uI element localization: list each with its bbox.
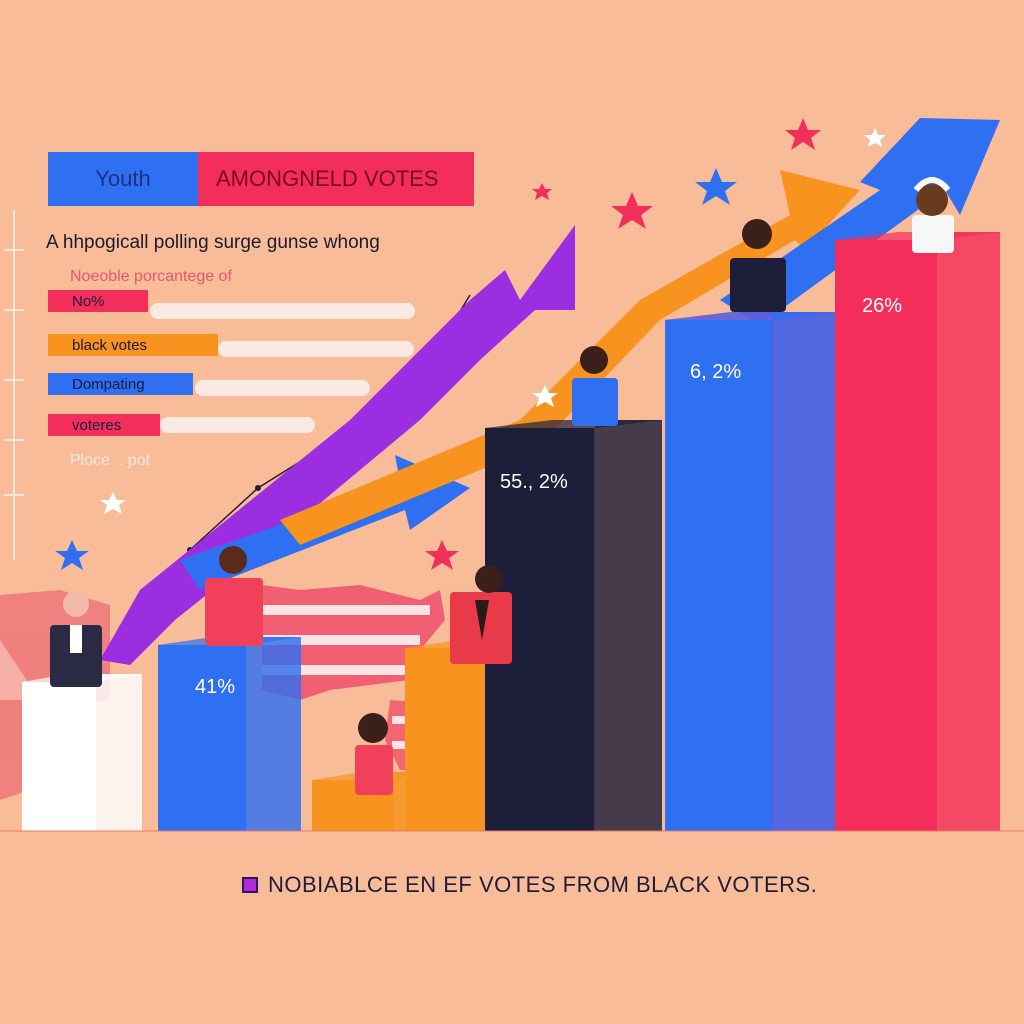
legend-item-2-label: black votes xyxy=(48,334,218,356)
bar-1 xyxy=(22,682,97,831)
legend-track-1 xyxy=(150,303,415,319)
person-figure-2 xyxy=(205,546,263,646)
legend-track-2 xyxy=(218,341,414,357)
bar-2-side xyxy=(246,637,301,831)
arrow-orange xyxy=(280,170,860,545)
bar-4 xyxy=(405,648,492,831)
person-figure-6 xyxy=(730,219,786,312)
footnote-text: NOBIABLCE EN EF VOTES FROM BLACK VOTERS. xyxy=(268,872,818,897)
data-label-8: 26% xyxy=(862,295,902,317)
decorative-stars xyxy=(55,118,886,570)
arrow-blue-upper xyxy=(720,118,1000,325)
tab-youth-label: Youth xyxy=(95,166,151,191)
legend-item-3: Dompating xyxy=(48,373,193,395)
bar-6-side xyxy=(772,312,838,831)
tab-youth[interactable]: Youth xyxy=(48,152,198,206)
legend-track-3 xyxy=(195,380,370,396)
footnote-bullet-icon xyxy=(242,877,258,893)
bar-1-side xyxy=(96,674,142,831)
data-labels-group: 41% 55., 2% 6, 2% 26% xyxy=(195,295,902,698)
person-figure-7 xyxy=(912,177,954,253)
left-axis-ticks xyxy=(4,210,24,560)
person-figure-5 xyxy=(572,346,618,426)
legend-track-4 xyxy=(160,417,315,433)
tab-among-votes[interactable]: AMONGNELD VOTES xyxy=(198,152,474,206)
legend-item-1-label: No% xyxy=(48,290,148,312)
legend-heading: Noeoble porcantege of xyxy=(70,268,232,285)
legend-item-4-label: voteres xyxy=(48,414,160,436)
placeholder-text: Ploce. . pot xyxy=(70,452,151,469)
bar-8 xyxy=(835,240,938,831)
legend-item-4: voteres xyxy=(48,414,160,436)
bar-8-side xyxy=(937,232,1000,831)
person-figure-4 xyxy=(355,713,393,795)
tab-among-votes-label: AMONGNELD VOTES xyxy=(216,166,439,191)
footnote: NOBIABLCE EN EF VOTES FROM BLACK VOTERS. xyxy=(242,872,817,898)
bar-6-top xyxy=(665,312,838,320)
person-figure-3 xyxy=(450,565,512,664)
legend-item-2: black votes xyxy=(48,334,218,356)
person-figure-1 xyxy=(50,591,102,687)
bar-2 xyxy=(158,645,247,831)
chart-subtitle: A hhpogicall polling surge gunse whong xyxy=(46,232,380,253)
bar-6 xyxy=(665,320,773,831)
data-label-6: 6, 2% xyxy=(690,361,741,383)
legend-item-3-label: Dompating xyxy=(48,373,193,395)
legend-item-1: No% xyxy=(48,290,148,312)
data-label-2: 41% xyxy=(195,676,235,698)
data-label-5: 55., 2% xyxy=(500,471,568,493)
bar-5-side xyxy=(594,420,662,831)
